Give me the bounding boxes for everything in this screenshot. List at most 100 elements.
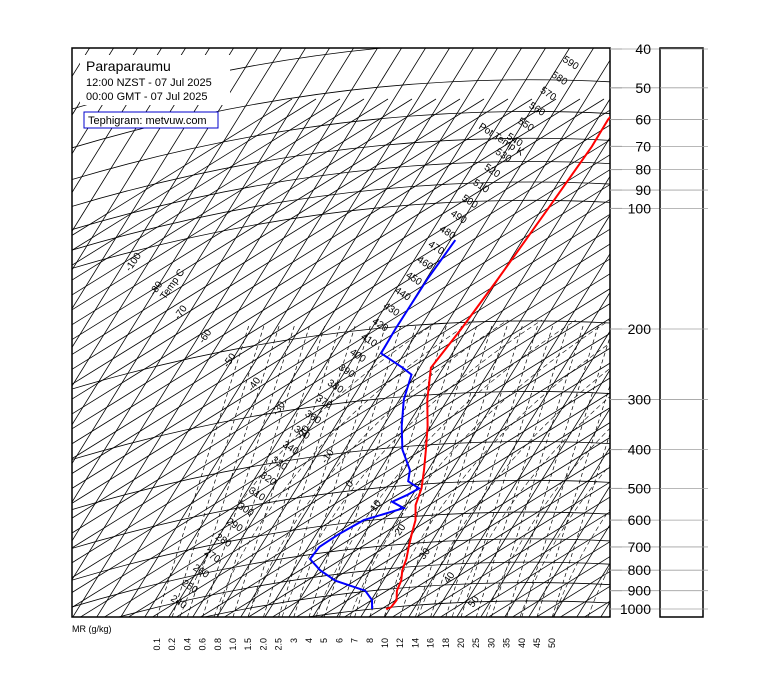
theta-line <box>72 98 317 251</box>
isotherm-line <box>72 48 307 426</box>
pressure-label: 500 <box>628 480 652 496</box>
isotherm-line <box>72 48 187 232</box>
mixing-ratio-line <box>232 324 326 617</box>
mixing-ratio-line <box>399 324 493 617</box>
theta-line <box>391 481 610 617</box>
mixing-ratio-axis: 0.1 0.2 0.4 0.6 0.8 1.0 1.5 2.0 2.5 3 4 5 6 7 8 10 12 14 1… <box>152 638 557 651</box>
mixing-ratio-line <box>369 324 463 617</box>
mixing-ratio-label: 7 <box>350 638 360 643</box>
isotherm-line <box>144 48 499 617</box>
isotherm-line <box>456 369 610 617</box>
mixing-ratio-line <box>187 324 280 617</box>
mixing-ratio-line <box>475 324 569 617</box>
isotherm-line <box>240 48 595 617</box>
theta-line <box>271 407 610 617</box>
station-name: Paraparaumu <box>86 58 171 74</box>
mixing-ratio-line <box>263 324 356 617</box>
theta-line <box>72 98 461 341</box>
theta-line <box>247 392 610 617</box>
isotherm-line <box>72 48 331 465</box>
mixing-ratio-label: 6 <box>334 638 344 643</box>
theta-line <box>72 98 365 281</box>
mixing-ratio-line <box>384 324 478 617</box>
theta-line <box>151 332 610 617</box>
pressure-label: 90 <box>635 182 651 198</box>
moist-adiabat-line <box>247 319 509 617</box>
station-local-time: 12:00 NZST - 07 Jul 2025 <box>86 77 212 89</box>
mixing-ratio-label: 0.8 <box>213 638 223 651</box>
mixing-ratio-label: 8 <box>365 638 375 643</box>
isobar-line <box>72 511 610 581</box>
pressure-label: 100 <box>628 200 652 216</box>
isotherm-line <box>72 48 379 542</box>
title-background <box>80 55 230 105</box>
pressure-label: 600 <box>628 512 652 528</box>
isotherm-line <box>360 214 610 617</box>
isotherm-line <box>72 48 235 310</box>
mixing-ratio-label: 3 <box>289 638 299 643</box>
plot-area <box>71 47 611 618</box>
theta-line <box>487 541 610 617</box>
theta-line <box>439 511 610 617</box>
theta-line <box>72 124 610 460</box>
theta-line <box>199 362 610 617</box>
theta-line <box>72 154 610 489</box>
isobar-line <box>72 181 610 251</box>
isotherm-line <box>216 48 571 617</box>
isobar-line <box>72 137 610 207</box>
theta-line <box>72 98 485 355</box>
isotherm-line <box>288 98 610 617</box>
isotherm-line <box>432 330 610 617</box>
mixing-ratio-label: 30 <box>486 638 496 648</box>
theta-line <box>72 213 610 549</box>
isobar-line <box>117 561 610 617</box>
wind-panel-gridlines <box>660 48 708 610</box>
isotherm-line <box>528 485 610 617</box>
isobar-line <box>72 479 610 549</box>
theta-line <box>72 98 581 415</box>
mixing-ratio-label: 18 <box>441 638 451 648</box>
isotherm-line <box>72 48 283 387</box>
credit-box <box>83 111 219 129</box>
theta-line <box>72 184 610 519</box>
isotherm-line <box>72 48 403 581</box>
mixing-ratio-label: 25 <box>471 638 481 648</box>
theta-line <box>72 243 610 579</box>
mixing-ratio-line <box>521 335 610 617</box>
theta-line <box>72 198 610 534</box>
pressure-label: 200 <box>628 321 652 337</box>
mixing-ratio-line <box>278 324 371 617</box>
station-gmt-time: 00:00 GMT - 07 Jul 2025 <box>86 91 207 103</box>
moist-adiabat-line <box>213 319 475 617</box>
moist-adiabat-line <box>553 508 610 617</box>
pressure-label: 80 <box>635 162 651 178</box>
theta-line <box>463 526 610 617</box>
isobar-line <box>72 111 610 180</box>
theta-line <box>72 169 610 504</box>
mixing-ratio-label: 2.5 <box>274 638 284 651</box>
mixing-ratio-line <box>156 324 250 617</box>
isobar-line <box>72 538 610 608</box>
moist-adiabat-line <box>519 464 610 617</box>
pressure-label: 700 <box>628 539 652 555</box>
theta-line <box>72 258 610 593</box>
isobar-line <box>72 199 610 269</box>
isotherm-line <box>504 446 610 617</box>
mixing-ratio-label: 45 <box>532 638 542 648</box>
mixing-ratio-line <box>551 432 610 617</box>
isotherm-line <box>72 48 211 271</box>
isotherm-line <box>96 48 451 617</box>
theta-line <box>103 303 610 617</box>
pressure-label: 900 <box>628 583 652 599</box>
mixing-ratio-line <box>354 324 447 617</box>
isotherm-line <box>384 253 610 617</box>
mr-axis-title: MR (g/kg) <box>72 624 112 634</box>
mixing-ratio-line <box>536 384 610 617</box>
moist-adiabat-line <box>485 427 610 617</box>
pressure-label: 800 <box>628 562 652 578</box>
mixing-ratio-label: 35 <box>502 638 512 648</box>
mixing-ratio-label: 20 <box>456 638 466 648</box>
isobar-line <box>72 320 610 390</box>
mixing-ratio-line <box>171 324 265 617</box>
isobar-line <box>72 441 610 510</box>
